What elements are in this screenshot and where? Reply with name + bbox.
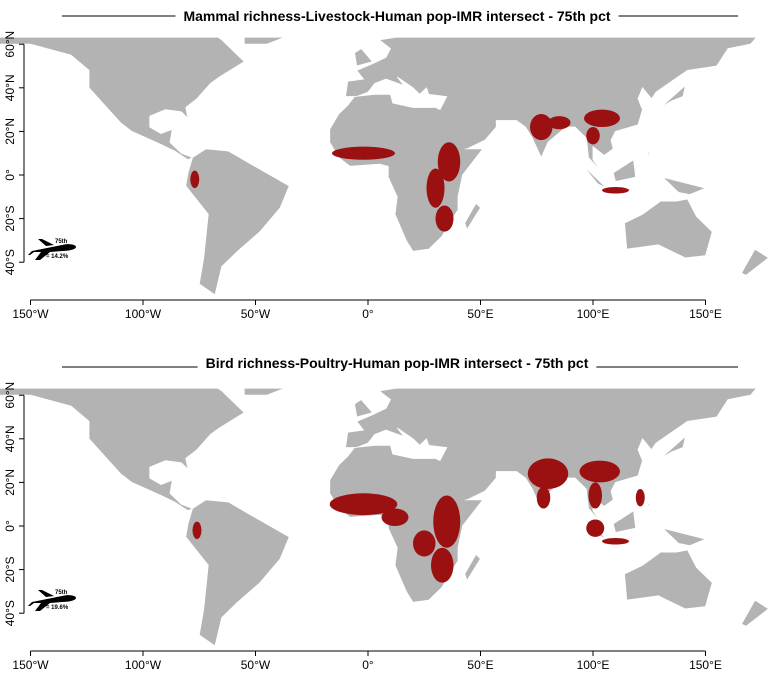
x-tick-label: 100°E <box>577 658 610 672</box>
y-tick-label: 40°S <box>3 600 17 626</box>
y-tick-label: 40°N <box>3 74 17 101</box>
y-tick-label: 60°N <box>3 382 17 409</box>
inset-label: 75th <box>55 590 68 596</box>
y-tick-label: 20°N <box>3 118 17 145</box>
land <box>0 37 768 296</box>
x-tick-label: 50°E <box>467 658 493 672</box>
y-tick-label: 40°S <box>3 249 17 275</box>
map-panel: Bird richness-Poultry-Human pop-IMR inte… <box>0 355 768 672</box>
x-tick-label: 50°W <box>241 658 271 672</box>
x-tick-label: 150°E <box>689 658 722 672</box>
x-tick-label: 150°W <box>12 307 49 321</box>
y-tick-label: 20°N <box>3 469 17 496</box>
x-tick-label: 150°E <box>689 307 722 321</box>
x-tick-label: 100°E <box>577 307 610 321</box>
y-tick-label: 0° <box>3 169 17 181</box>
y-tick-label: 0° <box>3 520 17 532</box>
x-tick-label: 100°W <box>125 658 162 672</box>
x-tick-label: 100°W <box>125 307 162 321</box>
panel-title: Mammal richness-Livestock-Human pop-IMR … <box>183 8 610 24</box>
y-tick-label: 40°N <box>3 425 17 452</box>
x-tick-label: 0° <box>362 658 374 672</box>
map-panel: Mammal richness-Livestock-Human pop-IMR … <box>0 8 768 321</box>
x-tick-label: 0° <box>362 307 374 321</box>
inset-value: = 14.2% <box>46 254 69 260</box>
inset-value: = 19.6% <box>46 605 69 611</box>
y-tick-label: 60°N <box>3 31 17 58</box>
y-tick-label: 20°S <box>3 557 17 583</box>
x-tick-label: 150°W <box>12 658 49 672</box>
x-tick-label: 50°W <box>241 307 271 321</box>
y-tick-label: 20°S <box>3 206 17 232</box>
panel-title: Bird richness-Poultry-Human pop-IMR inte… <box>206 355 589 371</box>
inset-label: 75th <box>55 239 68 245</box>
x-tick-label: 50°E <box>467 307 493 321</box>
